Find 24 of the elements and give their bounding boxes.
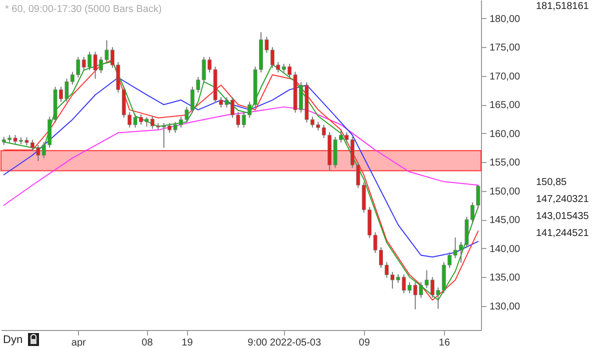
y-tick-label: 180,00 — [490, 14, 521, 25]
y-tick-label: 170,00 — [490, 71, 521, 82]
y-tick-label: 150,00 — [490, 186, 521, 198]
text: 141,244521 — [536, 228, 590, 239]
x-tick-label: 19 — [182, 338, 194, 348]
text: 143,015435 — [536, 211, 590, 222]
y-tick-label: 175,00 — [490, 42, 521, 54]
y-tick-label: 145,00 — [490, 215, 521, 226]
text: 181,518161 — [536, 1, 590, 12]
text: 150,85 — [536, 177, 568, 188]
x-tick-label: 16 — [438, 338, 450, 348]
y-tick-label: 155,00 — [490, 158, 521, 169]
y-tick-label: 130,00 — [490, 301, 521, 312]
text: 147,240321 — [536, 194, 590, 205]
x-tick-label: 9:00 2022-05-03 — [248, 338, 322, 348]
y-tick-label: 160,00 — [490, 128, 521, 140]
line-series — [3, 77, 479, 258]
y-tick-label: 165,00 — [490, 100, 521, 112]
y-tick-label: 140,00 — [490, 244, 521, 255]
y-tick-label: 135,00 — [490, 272, 521, 284]
chart-title: * 60, 09:00-17:30 (5000 Bars Back) — [5, 4, 162, 15]
x-tick-label: 09 — [358, 338, 370, 348]
text: Dyn — [3, 334, 23, 346]
x-tick-label: 08 — [142, 338, 154, 348]
